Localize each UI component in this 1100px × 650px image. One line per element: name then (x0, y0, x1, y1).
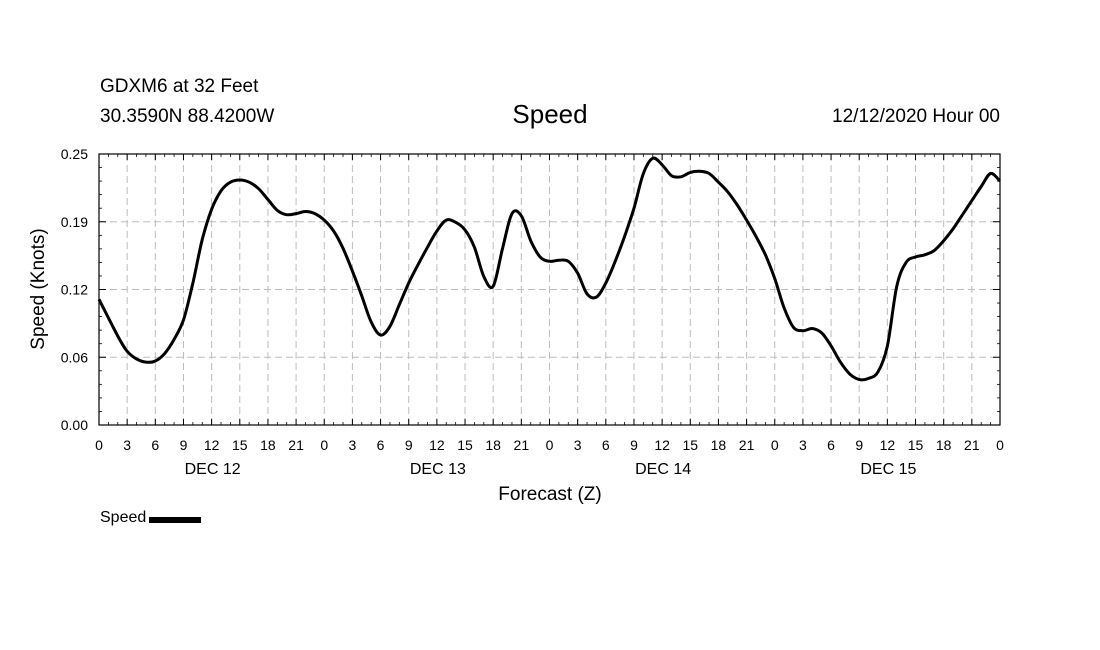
x-tick-label: 9 (405, 437, 413, 453)
day-label: DEC 12 (185, 461, 241, 478)
forecast-datetime: 12/12/2020 Hour 00 (832, 106, 1000, 127)
x-tick-label: 9 (855, 437, 863, 453)
x-tick-label: 18 (485, 437, 501, 453)
x-tick-label: 6 (602, 437, 610, 453)
y-tick-label: 0.06 (61, 349, 88, 365)
x-tick-label: 6 (827, 437, 835, 453)
x-tick-label: 3 (574, 437, 582, 453)
x-tick-label: 21 (288, 437, 304, 453)
x-axis-label: Forecast (Z) (498, 484, 601, 505)
x-tick-label: 15 (682, 437, 698, 453)
x-tick-label: 18 (260, 437, 276, 453)
y-tick-label: 0.00 (61, 417, 88, 433)
x-tick-label: 0 (95, 437, 103, 453)
y-tick-label: 0.25 (61, 146, 88, 162)
x-tick-label: 3 (349, 437, 357, 453)
x-tick-label: 21 (964, 437, 980, 453)
legend-label: Speed (100, 509, 147, 526)
x-tick-label: 12 (880, 437, 896, 453)
day-label: DEC 15 (860, 461, 916, 478)
x-tick-label: 0 (546, 437, 554, 453)
chart-title: Speed (512, 99, 588, 129)
y-axis-label: Speed (Knots) (28, 228, 49, 349)
x-tick-label: 12 (204, 437, 220, 453)
x-tick-label: 6 (377, 437, 385, 453)
x-tick-label: 21 (514, 437, 530, 453)
legend-swatch (149, 517, 202, 523)
station-label: GDXM6 at 32 Feet (100, 76, 259, 97)
x-tick-label: 15 (232, 437, 248, 453)
x-tick-label: 21 (739, 437, 755, 453)
x-tick-label: 18 (936, 437, 952, 453)
legend: Speed (100, 509, 202, 527)
x-tick-label: 0 (320, 437, 328, 453)
y-tick-label: 0.12 (61, 282, 88, 298)
x-tick-label: 0 (771, 437, 779, 453)
plot-frame (98, 153, 1001, 426)
x-tick-label: 3 (799, 437, 807, 453)
x-tick-label: 12 (654, 437, 670, 453)
speed-series-line (97, 156, 1002, 382)
y-tick-label: 0.19 (61, 214, 88, 230)
x-tick-label: 18 (711, 437, 727, 453)
x-tick-label: 15 (457, 437, 473, 453)
day-label: DEC 13 (410, 461, 466, 478)
coordinates-label: 30.3590N 88.4200W (100, 106, 275, 127)
x-tick-label: 0 (996, 437, 1004, 453)
x-tick-label: 12 (429, 437, 445, 453)
x-tick-label: 9 (630, 437, 638, 453)
x-tick-label: 3 (123, 437, 131, 453)
x-tick-label: 9 (180, 437, 188, 453)
day-label: DEC 14 (635, 461, 691, 478)
x-tick-label: 15 (908, 437, 924, 453)
x-tick-label: 6 (151, 437, 159, 453)
